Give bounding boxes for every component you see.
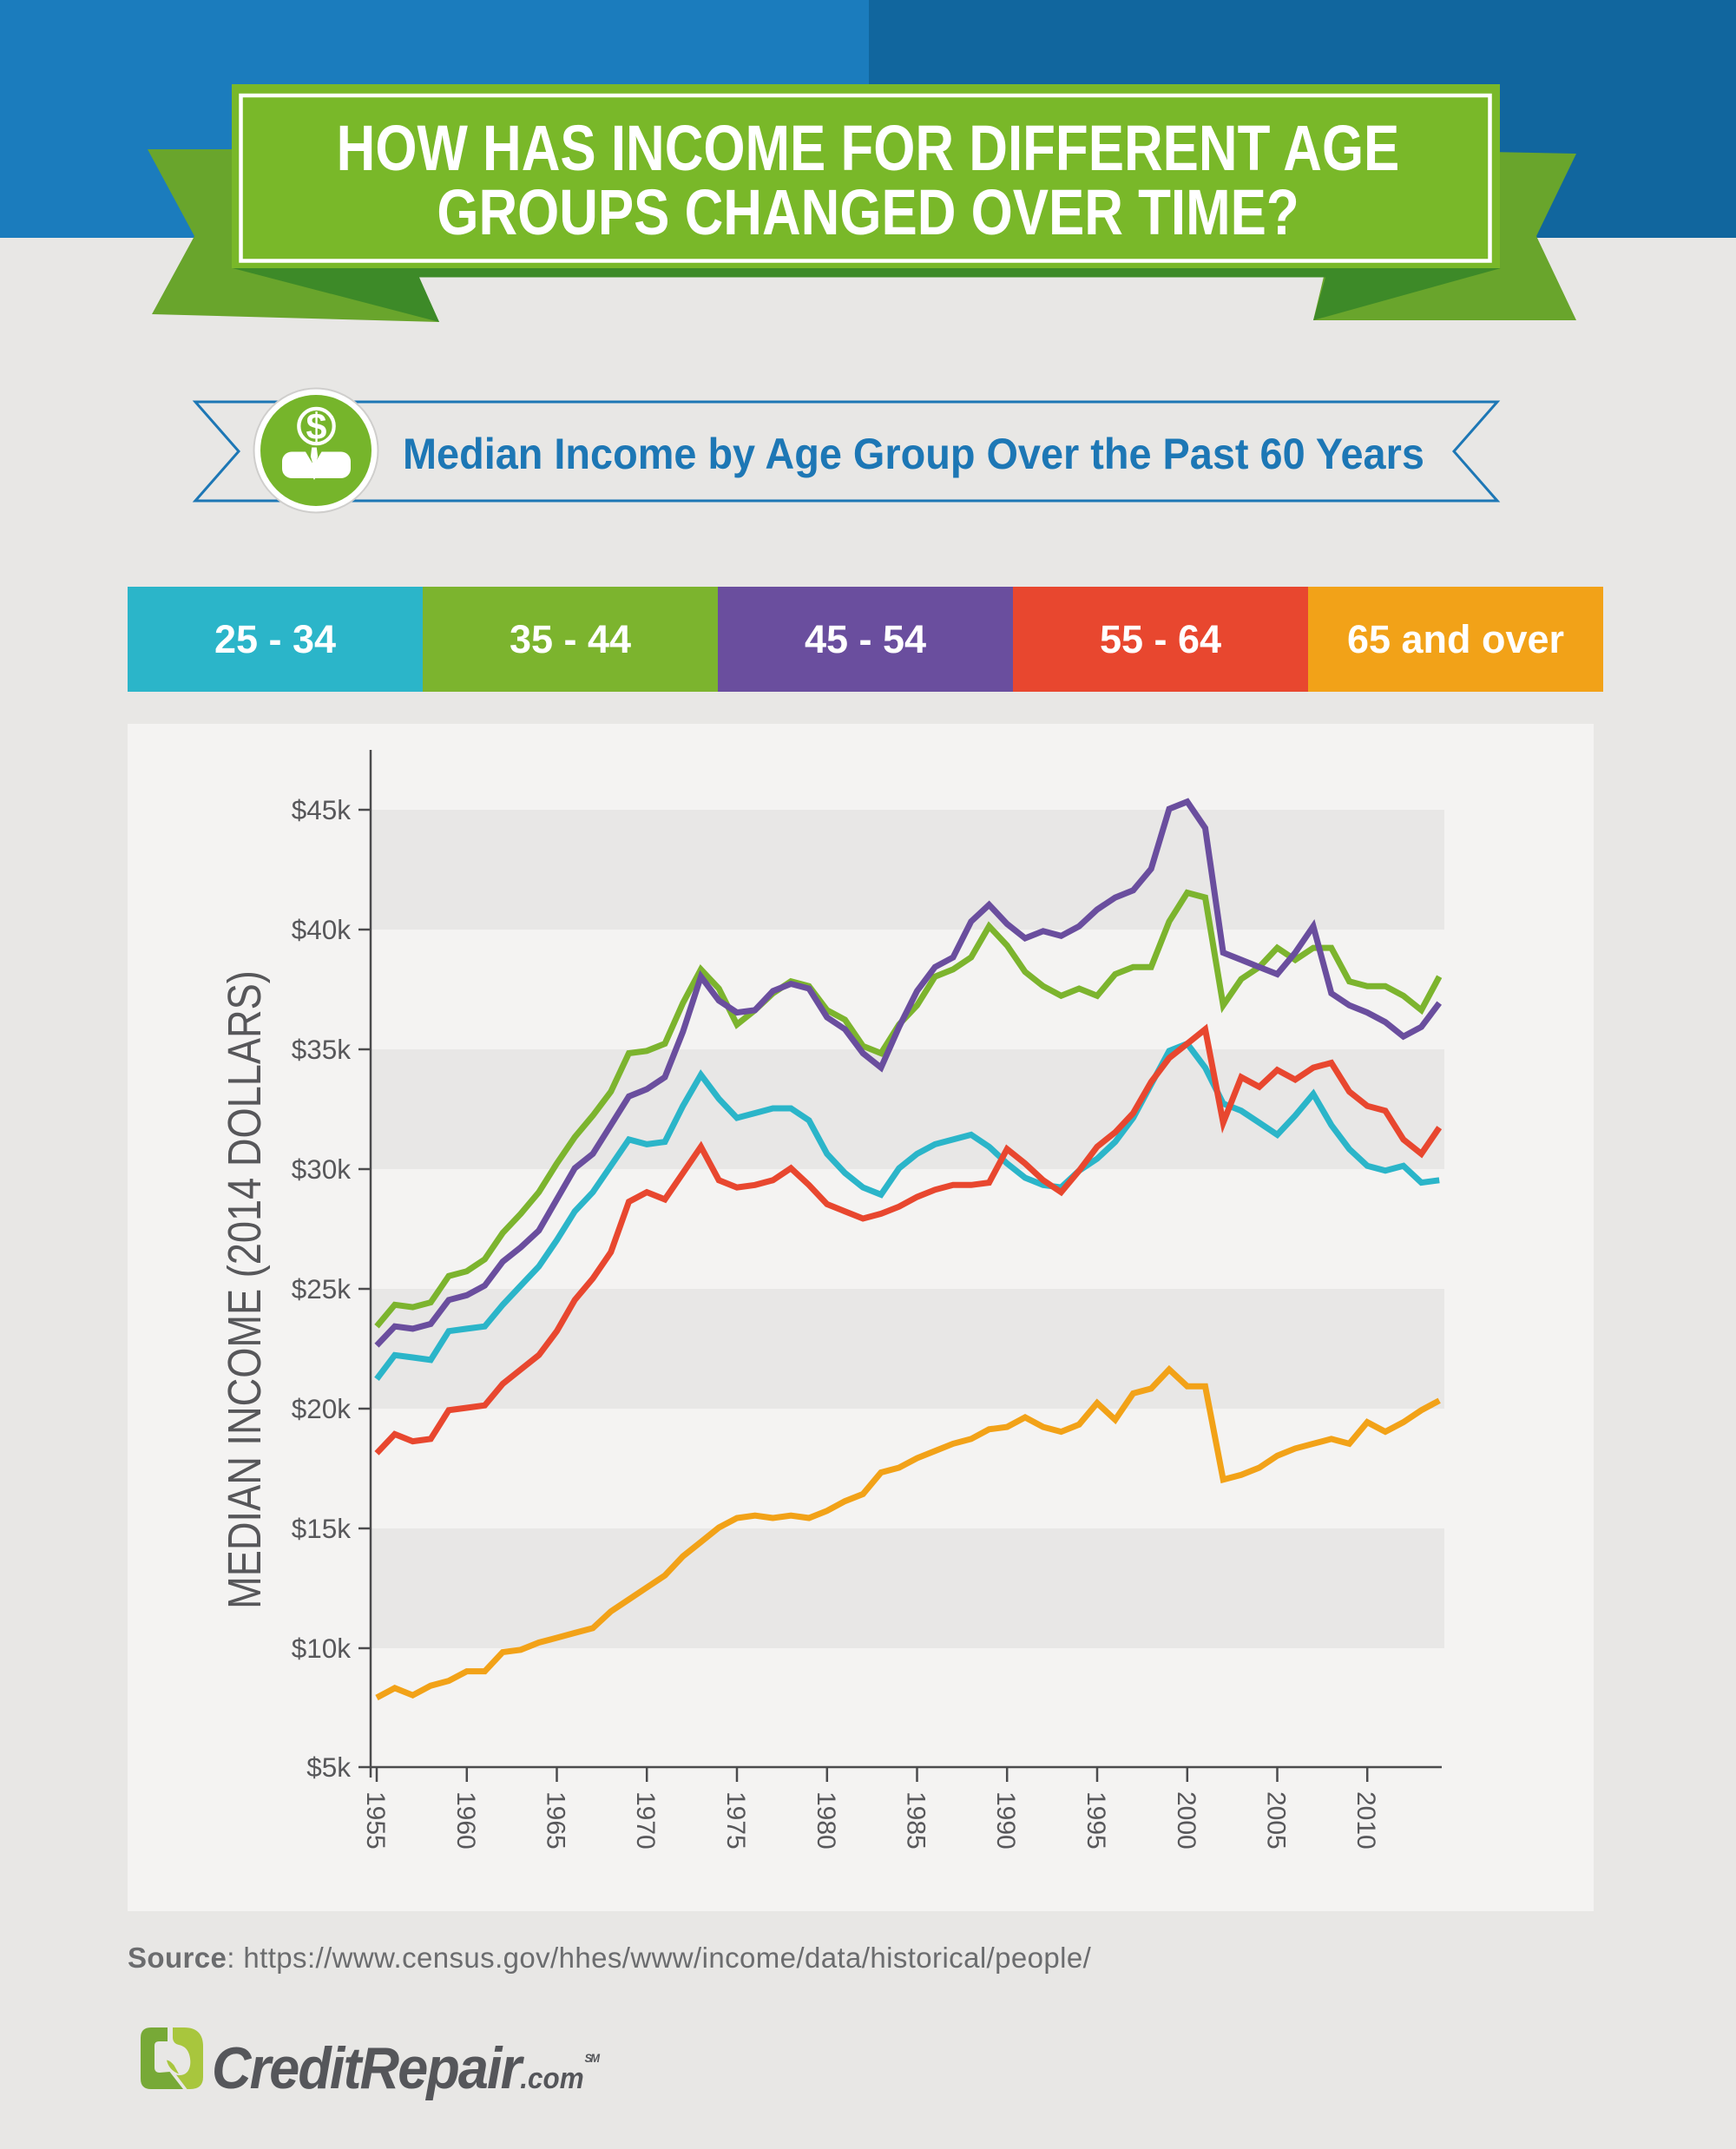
svg-text:2005: 2005: [1262, 1791, 1291, 1850]
svg-text:MEDIAN INCOME (2014 DOLLARS): MEDIAN INCOME (2014 DOLLARS): [218, 970, 271, 1609]
svg-text:1960: 1960: [451, 1791, 480, 1850]
svg-text:1985: 1985: [902, 1791, 930, 1850]
svg-text:1995: 1995: [1082, 1791, 1110, 1850]
svg-text:$5k: $5k: [306, 1751, 351, 1783]
svg-text:1965: 1965: [542, 1791, 570, 1850]
svg-text:$35k: $35k: [292, 1034, 352, 1065]
svg-text:$10k: $10k: [292, 1633, 352, 1664]
svg-text:$30k: $30k: [292, 1153, 352, 1185]
svg-text:1970: 1970: [631, 1791, 660, 1850]
svg-text:$: $: [306, 406, 327, 448]
svg-text:2000: 2000: [1172, 1791, 1200, 1850]
svg-text:2010: 2010: [1351, 1791, 1380, 1850]
svg-text:$45k: $45k: [292, 794, 352, 825]
svg-text:1980: 1980: [812, 1791, 840, 1850]
svg-text:$40k: $40k: [292, 914, 352, 945]
svg-text:1975: 1975: [721, 1791, 750, 1850]
svg-text:$15k: $15k: [292, 1513, 352, 1544]
svg-text:$25k: $25k: [292, 1273, 352, 1305]
svg-text:1955: 1955: [361, 1791, 390, 1850]
svg-text:$20k: $20k: [292, 1393, 352, 1424]
svg-text:1990: 1990: [991, 1791, 1020, 1850]
